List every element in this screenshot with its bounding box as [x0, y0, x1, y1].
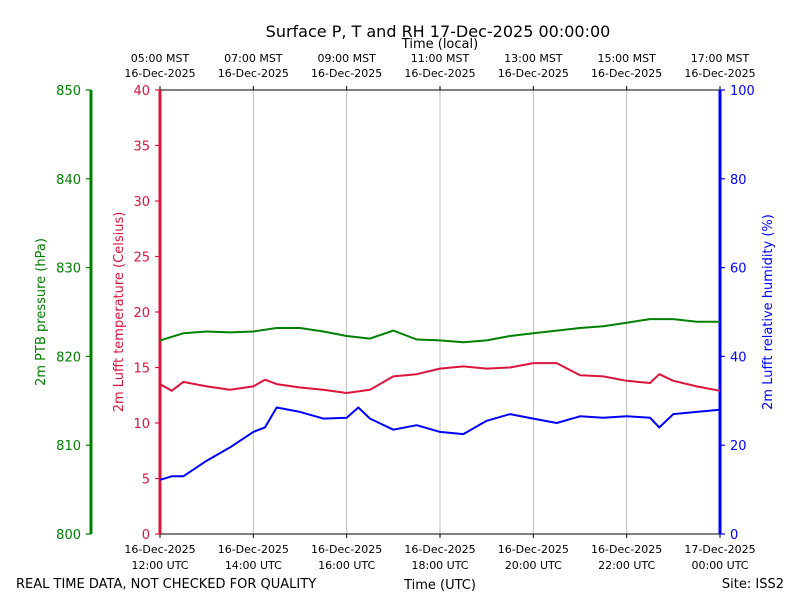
top-tick-label: 07:00 MST: [224, 52, 283, 65]
pressure-tick-label: 810: [56, 439, 81, 454]
bottom-tick-date: 16-Dec-2025: [498, 543, 569, 556]
bottom-tick-label: 22:00 UTC: [598, 559, 655, 572]
temperature-tick-label: 30: [133, 195, 150, 210]
bottom-tick-date: 16-Dec-2025: [124, 543, 195, 556]
pressure-tick-label: 820: [56, 350, 81, 365]
pressure-tick-label: 830: [56, 262, 81, 277]
humidity-series-line: [159, 406, 721, 481]
grid-lines: [252, 90, 628, 534]
bottom-tick-label: 18:00 UTC: [411, 559, 468, 572]
site-label: Site: ISS2: [722, 577, 784, 592]
temperature-tick-label: 0: [142, 528, 150, 543]
humidity-tick-label: 40: [730, 350, 747, 365]
bottom-tick-label: 00:00 UTC: [691, 559, 748, 572]
top-tick-date: 16-Dec-2025: [591, 67, 662, 80]
bottom-tick-label: 16:00 UTC: [318, 559, 375, 572]
temperature-axis: 2m Lufft temperature (Celsius) 0 5 10 15 20 2…: [112, 84, 162, 543]
humidity-tick-label: 100: [730, 84, 755, 99]
temperature-tick-label: 35: [133, 140, 150, 155]
temperature-series-line: [159, 362, 721, 394]
bottom-tick-label: 14:00 UTC: [225, 559, 282, 572]
bottom-tick-date: 16-Dec-2025: [404, 543, 475, 556]
temperature-tick-label: 25: [133, 251, 150, 266]
temperature-tick-label: 5: [142, 473, 150, 488]
bottom-tick-date: 17-Dec-2025: [684, 543, 755, 556]
top-tick-label: 17:00 MST: [691, 52, 750, 65]
humidity-axis: 2m Lufft relative humidity (%) 0 20 40 60 80…: [718, 84, 776, 543]
bottom-tick-label: 20:00 UTC: [505, 559, 562, 572]
pressure-series-line: [159, 318, 720, 344]
temperature-tick-label: 20: [133, 306, 150, 321]
bottom-tick-date: 16-Dec-2025: [311, 543, 382, 556]
bottom-axis-label: Time (UTC): [403, 578, 476, 593]
data-series: [159, 318, 721, 481]
top-tick-label: 05:00 MST: [131, 52, 190, 65]
temperature-axis-label: 2m Lufft temperature (Celsius): [112, 212, 127, 413]
bottom-tick-date: 16-Dec-2025: [218, 543, 289, 556]
humidity-tick-label: 20: [730, 439, 747, 454]
top-tick-label: 11:00 MST: [411, 52, 470, 65]
top-tick-label: 15:00 MST: [597, 52, 656, 65]
pressure-axis-label: 2m PTB pressure (hPa): [34, 238, 49, 386]
pressure-tick-label: 840: [56, 173, 81, 188]
humidity-tick-label: 0: [730, 528, 738, 543]
bottom-tick-label: 12:00 UTC: [131, 559, 188, 572]
top-tick-date: 16-Dec-2025: [498, 67, 569, 80]
temperature-tick-label: 40: [133, 84, 150, 99]
top-tick-date: 16-Dec-2025: [684, 67, 755, 80]
top-tick-date: 16-Dec-2025: [218, 67, 289, 80]
temperature-tick-label: 10: [133, 417, 150, 432]
bottom-tick-date: 16-Dec-2025: [591, 543, 662, 556]
pressure-tick-label: 850: [56, 84, 81, 99]
humidity-tick-label: 80: [730, 173, 747, 188]
pressure-tick-label: 800: [56, 528, 81, 543]
top-axis-label: Time (local): [401, 37, 478, 52]
quality-disclaimer: REAL TIME DATA, NOT CHECKED FOR QUALITY: [16, 577, 316, 592]
pressure-axis: 2m PTB pressure (hPa) 800 810 820 830 840 850: [34, 84, 93, 543]
chart-title: Surface P, T and RH 17-Dec-2025 00:00:00: [266, 22, 611, 41]
top-time-axis: 05:00 MST 16-Dec-2025 07:00 MST 16-Dec-2025…: [124, 52, 756, 90]
top-tick-date: 16-Dec-2025: [124, 67, 195, 80]
top-tick-label: 09:00 MST: [317, 52, 376, 65]
bottom-time-axis: 16-Dec-2025 12:00 UTC 16-Dec-2025 14:00 UTC…: [124, 534, 756, 572]
temperature-tick-label: 15: [133, 362, 150, 377]
humidity-tick-label: 60: [730, 262, 747, 277]
top-tick-label: 13:00 MST: [504, 52, 563, 65]
humidity-axis-label: 2m Lufft relative humidity (%): [761, 214, 776, 410]
top-tick-date: 16-Dec-2025: [404, 67, 475, 80]
top-tick-date: 16-Dec-2025: [311, 67, 382, 80]
